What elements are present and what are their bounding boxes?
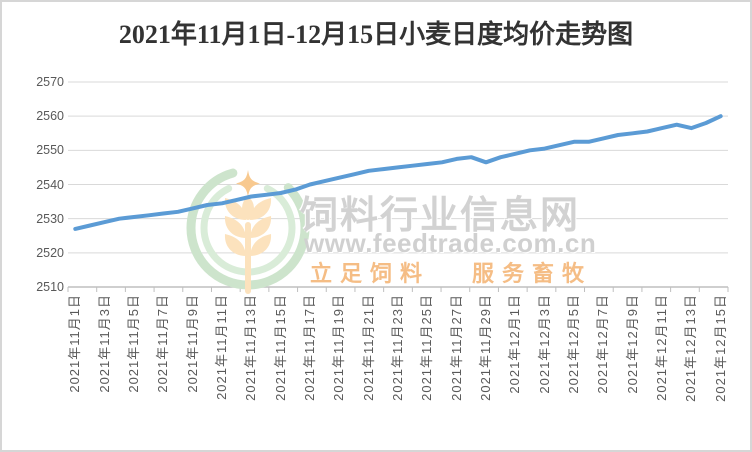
- x-axis-label: 2021年11月3日: [96, 294, 112, 393]
- y-axis-label: 2570: [36, 75, 64, 89]
- x-axis-label: 2021年11月19日: [331, 294, 347, 401]
- y-axis-label: 2510: [36, 280, 64, 294]
- price-line: [73, 114, 723, 231]
- x-axis-label: 2021年11月15日: [272, 294, 288, 401]
- x-axis-label: 2021年11月27日: [448, 294, 464, 401]
- x-axis-label: 2021年11月13日: [243, 294, 259, 401]
- x-axis-label: 2021年12月13日: [683, 294, 699, 402]
- x-axis-label: 2021年12月9日: [624, 294, 640, 394]
- watermark-slogan: 立足饲料 服务畜牧: [310, 256, 592, 288]
- x-axis-label: 2021年11月21日: [360, 294, 376, 401]
- wheat-ear-icon: [224, 198, 272, 294]
- x-axis-label: 2021年11月17日: [302, 294, 317, 401]
- y-axis-label: 2550: [36, 143, 64, 158]
- y-axis-label: 2520: [36, 245, 64, 260]
- logo-outer-ring: [186, 166, 310, 290]
- x-axis-label: 2021年11月5日: [126, 294, 141, 393]
- x-axis-label: 2021年11月11日: [214, 294, 229, 400]
- x-axis-label: 2021年11月25日: [419, 294, 435, 401]
- x-axis-label: 2021年11月23日: [390, 294, 405, 401]
- x-axis-label: 2021年11月7日: [155, 294, 171, 393]
- x-axis-label: 2021年12月15日: [712, 294, 728, 402]
- y-axis-label: 2560: [36, 109, 64, 124]
- sparkle-icon: [236, 170, 260, 197]
- feedtrade-logo-icon: [186, 166, 310, 294]
- x-axis-label: 2021年12月3日: [536, 294, 552, 394]
- x-axis-label: 2021年11月1日: [67, 294, 83, 393]
- y-axis-label: 2530: [36, 211, 64, 226]
- watermark-site-name: 饲料行业信息网: [300, 195, 581, 237]
- x-axis-label: 2021年12月11日: [654, 294, 669, 401]
- logo-inner-ring: [200, 180, 296, 276]
- x-axis-label: 2021年12月1日: [507, 294, 523, 394]
- y-axis-label: 2540: [36, 177, 64, 192]
- watermark-site-url: www.feedtrade.com.cn: [304, 228, 597, 258]
- x-axis-label: 2021年11月9日: [184, 294, 200, 393]
- watermark-slogan-right: 服务畜牧: [472, 261, 593, 286]
- watermark-slogan-left: 立足饲料: [310, 261, 431, 286]
- chart-title: 2021年11月1日-12月15日小麦日度均价走势图: [118, 20, 634, 49]
- x-axis-label: 2021年12月7日: [595, 294, 611, 394]
- x-axis-label: 2021年11月29日: [478, 294, 493, 401]
- x-axis-label: 2021年12月5日: [566, 294, 581, 394]
